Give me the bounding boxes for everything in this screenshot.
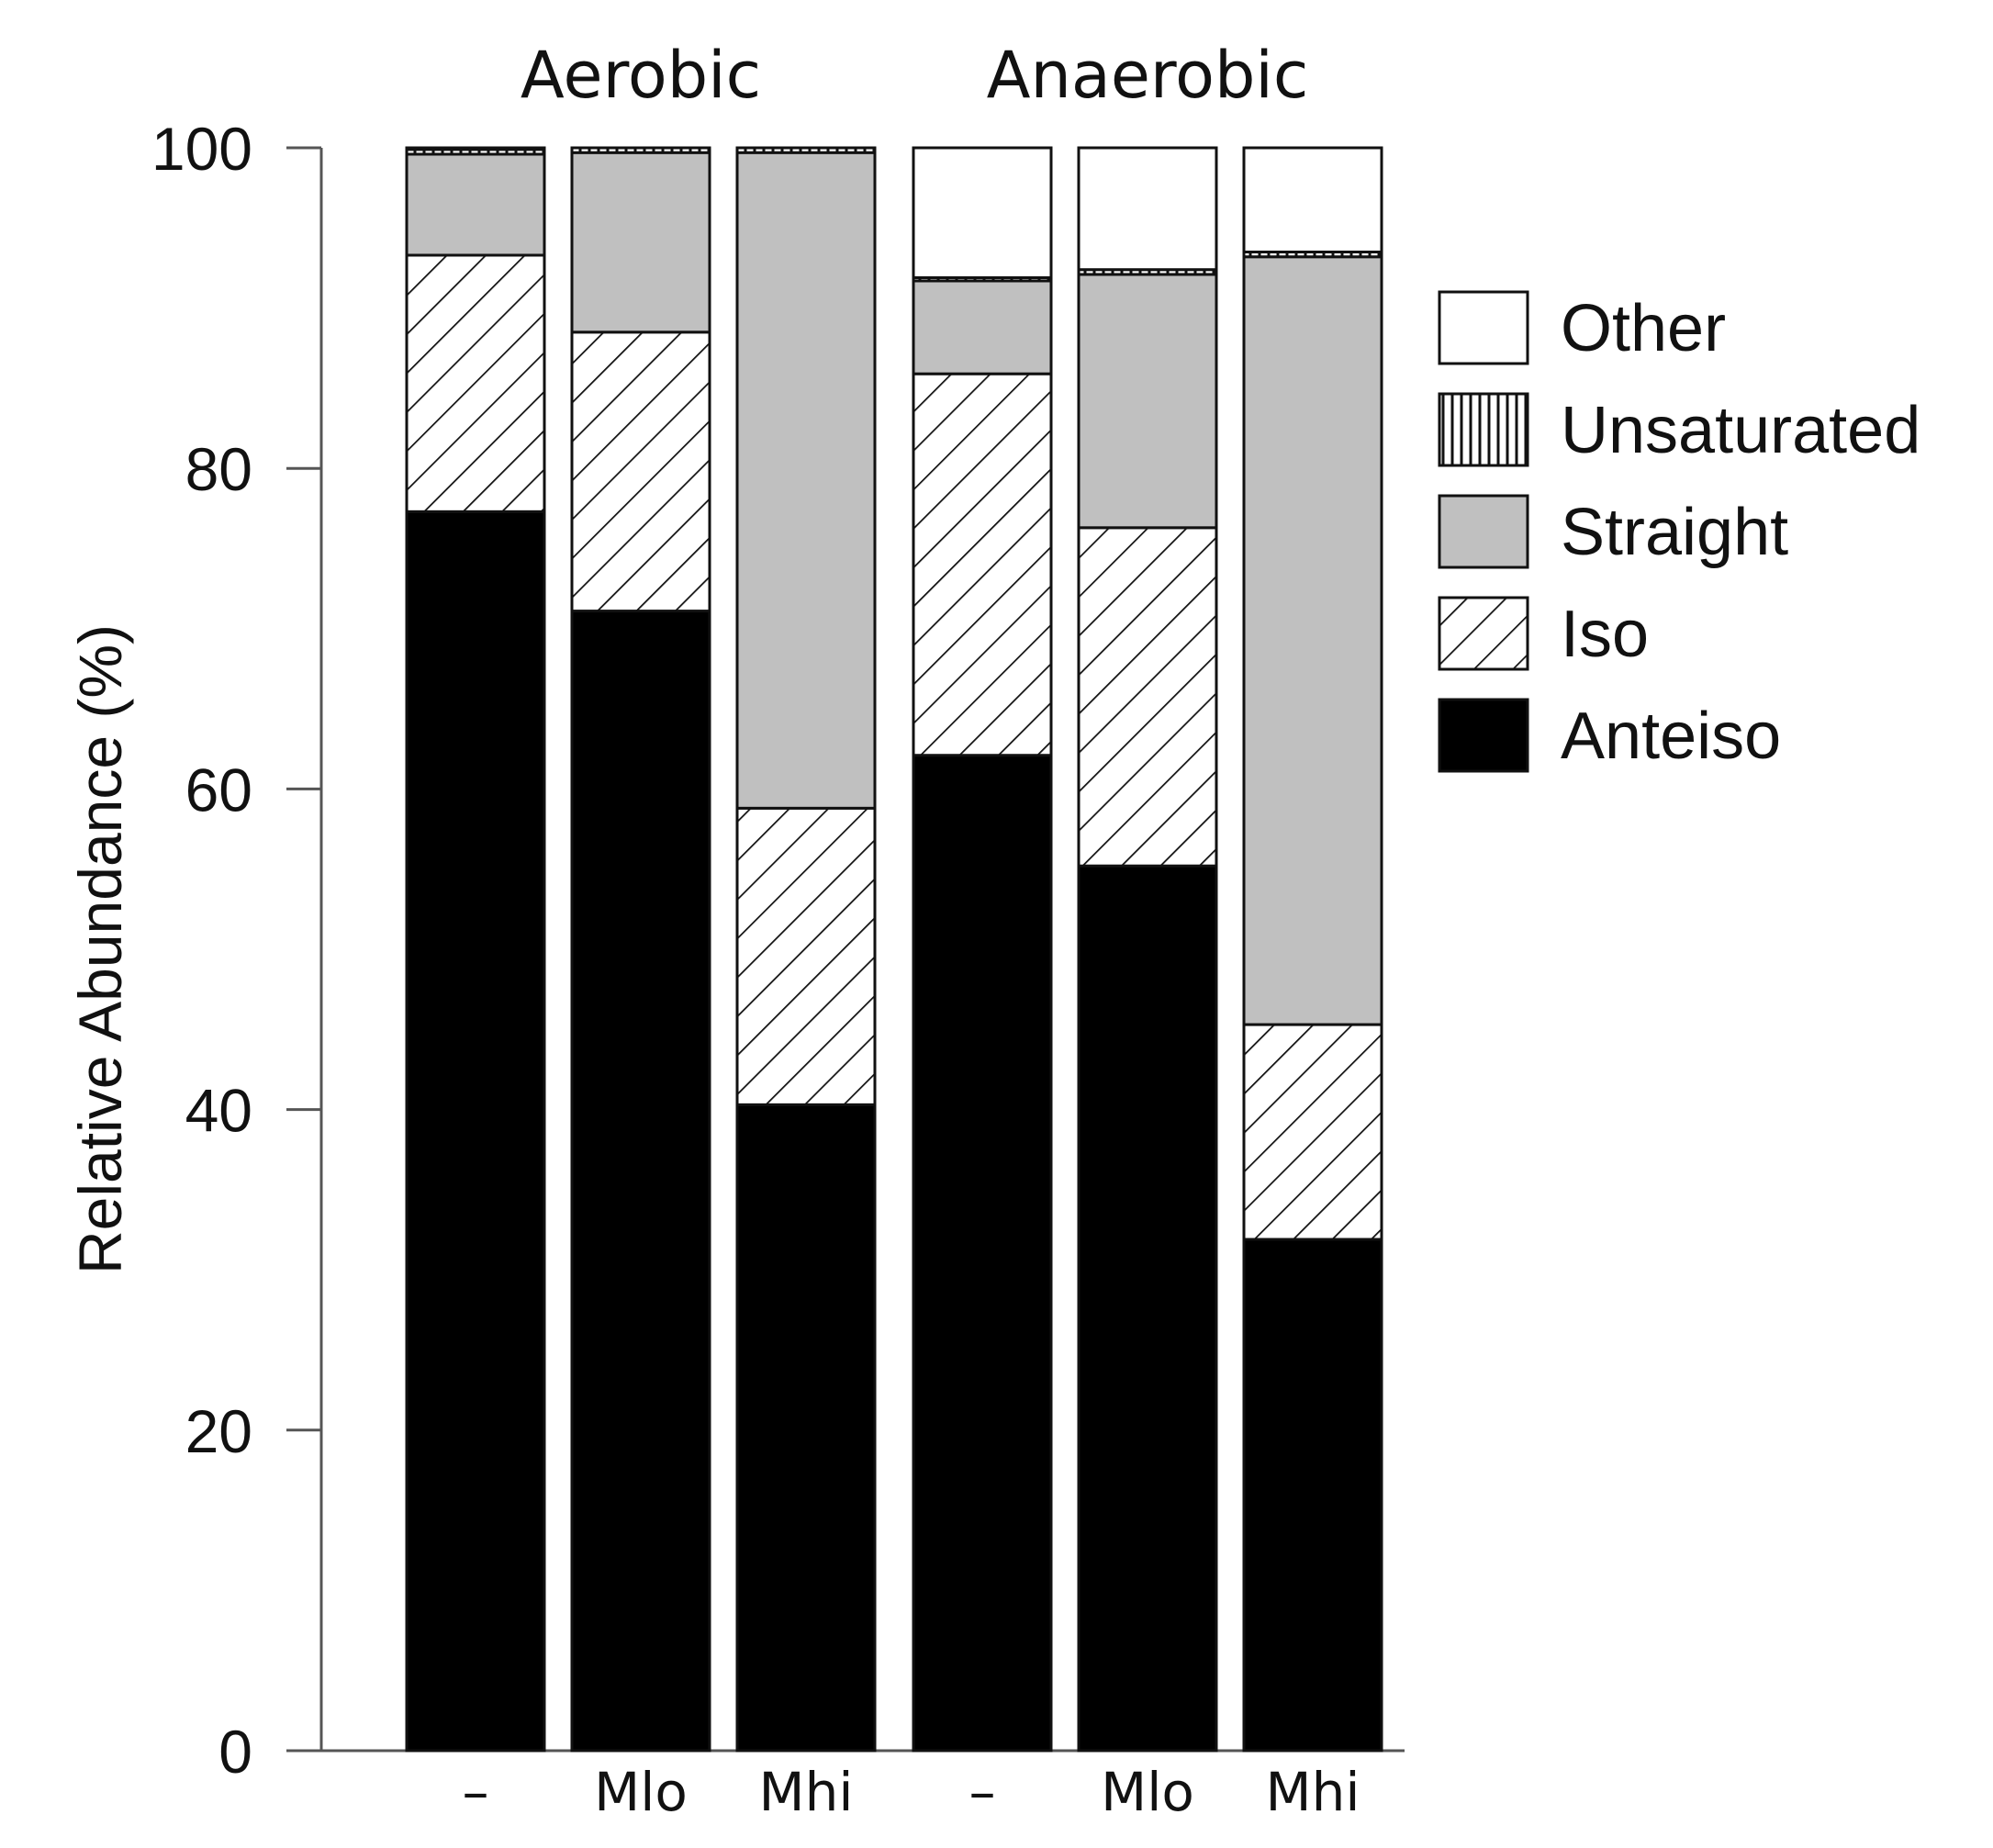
bar-segment-straight	[1242, 255, 1383, 1026]
bar-segment-anteiso	[1077, 864, 1218, 1753]
bar-stack	[1242, 146, 1383, 1753]
y-tick-label: 80	[185, 435, 252, 503]
bar-segment-straight	[735, 151, 877, 810]
bar-segment-other	[912, 146, 1053, 279]
bar-segment-other	[1242, 146, 1383, 253]
bar-segment-anteiso	[735, 1103, 877, 1753]
group-title-aerobic: Aerobic	[521, 38, 761, 113]
bar-segment-straight	[405, 152, 546, 257]
legend-item-iso: Iso	[1438, 596, 1649, 671]
bar-stack	[912, 146, 1053, 1753]
bar-segment-straight	[570, 151, 711, 334]
group-title-anaerobic: Anaerobic	[987, 38, 1309, 113]
legend-swatch	[1438, 290, 1529, 365]
bar-segment-anteiso	[570, 610, 711, 1753]
bar-segment-iso	[570, 330, 711, 613]
bar-segment-straight	[912, 279, 1053, 375]
bar-segment-anteiso	[912, 754, 1053, 1753]
legend-item-anteiso: Anteiso	[1438, 698, 1781, 773]
bar-segment-anteiso	[1242, 1238, 1383, 1753]
x-tick-label: Mhi	[1266, 1761, 1360, 1823]
legend-item-other: Other	[1438, 290, 1726, 365]
bar-segment-unsaturated	[570, 146, 711, 154]
legend-swatch	[1438, 494, 1529, 569]
legend-label: Anteiso	[1561, 700, 1781, 773]
x-tick-label: Mhi	[759, 1761, 854, 1823]
bar-stack	[735, 146, 877, 1753]
bar-segment-straight	[1077, 273, 1218, 530]
legend-label: Unsaturated	[1561, 394, 1920, 467]
x-tick-label: Mlo	[1101, 1761, 1194, 1823]
bar-segment-iso	[735, 806, 877, 1106]
bar-segment-iso	[405, 253, 546, 513]
bar-segment-other	[1077, 146, 1218, 272]
y-tick-label: 60	[185, 756, 252, 823]
y-tick-label: 0	[218, 1718, 252, 1786]
bar-segment-unsaturated	[735, 146, 877, 154]
legend-swatch	[1438, 392, 1529, 467]
legend-label: Other	[1561, 292, 1726, 365]
y-tick-label: 20	[185, 1397, 252, 1465]
y-tick-label: 100	[151, 115, 252, 183]
legend-label: Iso	[1561, 598, 1649, 671]
y-axis-title: Relative Abundance (%)	[66, 624, 134, 1274]
x-tick-label: –	[463, 1761, 489, 1823]
bar-stack	[1077, 146, 1218, 1753]
bar-segment-iso	[1242, 1023, 1383, 1241]
x-tick-label: Mlo	[594, 1761, 688, 1823]
x-tick-label: –	[969, 1761, 996, 1823]
bar-stack	[570, 146, 711, 1753]
legend-swatch	[1438, 596, 1529, 671]
bar-segment-iso	[912, 372, 1053, 757]
bar-segment-iso	[1077, 526, 1218, 868]
legend-item-unsaturated: Unsaturated	[1438, 392, 1920, 467]
legend-swatch	[1438, 698, 1529, 773]
bar-segment-other	[405, 146, 546, 151]
bar-segment-anteiso	[405, 510, 546, 1753]
legend-label: Straight	[1561, 496, 1788, 569]
y-tick-label: 40	[185, 1077, 252, 1145]
legend-item-straight: Straight	[1438, 494, 1788, 569]
bar-stack	[405, 146, 546, 1753]
